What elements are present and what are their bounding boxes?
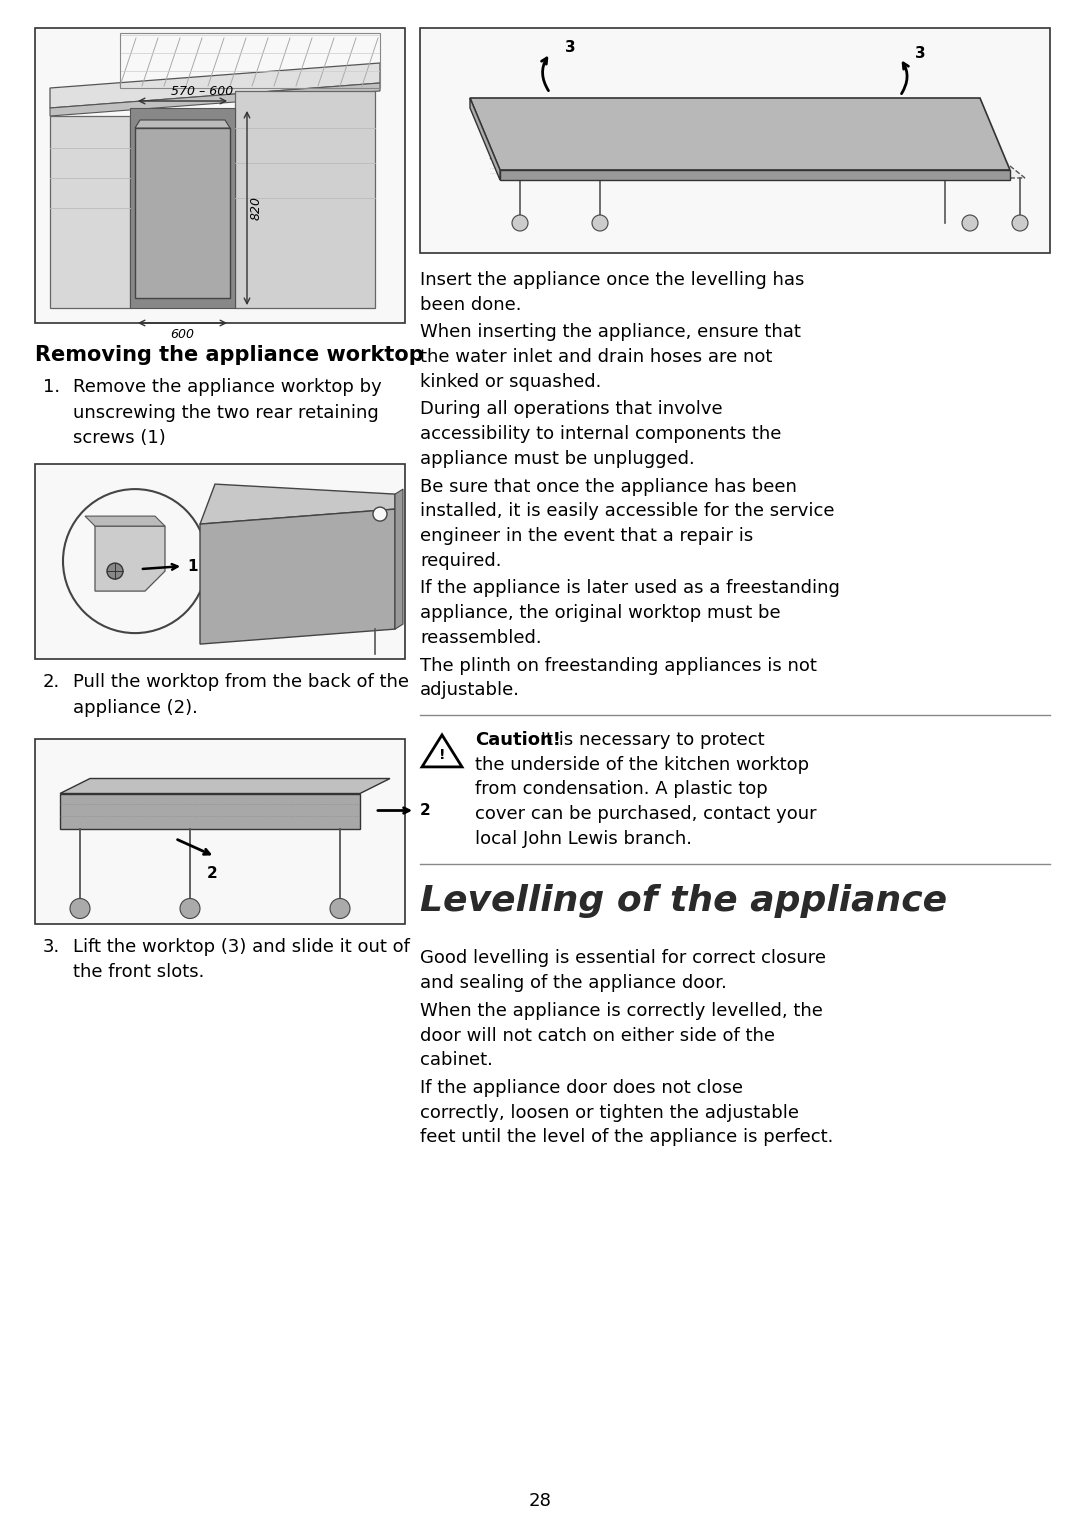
- Text: 28: 28: [528, 1492, 552, 1511]
- Circle shape: [63, 489, 207, 633]
- Text: 3.: 3.: [43, 937, 60, 956]
- Text: cabinet.: cabinet.: [420, 1052, 492, 1069]
- Text: appliance, the original worktop must be: appliance, the original worktop must be: [420, 604, 781, 622]
- Text: 3: 3: [915, 46, 926, 61]
- Circle shape: [512, 216, 528, 231]
- Polygon shape: [95, 526, 165, 592]
- Bar: [130, 109, 235, 307]
- Text: accessibility to internal components the: accessibility to internal components the: [420, 425, 781, 443]
- Text: the water inlet and drain hoses are not: the water inlet and drain hoses are not: [420, 349, 772, 365]
- Polygon shape: [500, 170, 1010, 180]
- Text: If the appliance is later used as a freestanding: If the appliance is later used as a free…: [420, 579, 840, 598]
- Text: 600: 600: [170, 329, 194, 341]
- Circle shape: [180, 899, 200, 919]
- Polygon shape: [135, 119, 230, 128]
- Text: kinked or squashed.: kinked or squashed.: [420, 373, 602, 391]
- Circle shape: [107, 563, 123, 579]
- Circle shape: [330, 899, 350, 919]
- Text: Remove the appliance worktop by
unscrewing the two rear retaining
screws (1): Remove the appliance worktop by unscrewi…: [73, 378, 381, 448]
- Text: 570 – 600: 570 – 600: [171, 86, 233, 98]
- Polygon shape: [60, 778, 390, 794]
- Text: Lift the worktop (3) and slide it out of
the front slots.: Lift the worktop (3) and slide it out of…: [73, 937, 410, 982]
- Text: 820: 820: [249, 196, 264, 220]
- Bar: [60, 794, 360, 829]
- Text: 1: 1: [187, 558, 198, 573]
- Text: correctly, loosen or tighten the adjustable: correctly, loosen or tighten the adjusta…: [420, 1104, 799, 1122]
- Text: from condensation. A plastic top: from condensation. A plastic top: [475, 780, 768, 798]
- Text: During all operations that involve: During all operations that involve: [420, 401, 723, 419]
- Text: been done.: been done.: [420, 295, 522, 313]
- Bar: [35, 465, 405, 659]
- Text: appliance must be unplugged.: appliance must be unplugged.: [420, 450, 694, 468]
- Text: Caution!: Caution!: [475, 731, 561, 749]
- Circle shape: [962, 216, 978, 231]
- Text: door will not catch on either side of the: door will not catch on either side of th…: [420, 1026, 775, 1044]
- Text: Good levelling is essential for correct closure: Good levelling is essential for correct …: [420, 950, 826, 968]
- Text: The plinth on freestanding appliances is not: The plinth on freestanding appliances is…: [420, 656, 816, 674]
- Circle shape: [592, 216, 608, 231]
- Polygon shape: [50, 83, 380, 116]
- Polygon shape: [490, 157, 1025, 177]
- Bar: [120, 34, 380, 89]
- Text: Levelling of the appliance: Levelling of the appliance: [420, 884, 947, 919]
- Text: local John Lewis branch.: local John Lewis branch.: [475, 830, 692, 847]
- Text: 2: 2: [206, 867, 217, 882]
- Bar: [50, 116, 130, 307]
- Bar: [420, 28, 1050, 252]
- Bar: [35, 28, 405, 323]
- Text: required.: required.: [420, 552, 501, 570]
- Text: cover can be purchased, contact your: cover can be purchased, contact your: [475, 804, 816, 823]
- Text: Removing the appliance worktop: Removing the appliance worktop: [35, 346, 423, 365]
- Text: engineer in the event that a repair is: engineer in the event that a repair is: [420, 528, 753, 544]
- Text: !: !: [438, 748, 445, 761]
- Bar: [235, 92, 375, 307]
- Text: Insert the appliance once the levelling has: Insert the appliance once the levelling …: [420, 271, 805, 289]
- Text: and sealing of the appliance door.: and sealing of the appliance door.: [420, 974, 727, 992]
- Bar: [35, 739, 405, 924]
- Bar: [135, 128, 230, 298]
- Circle shape: [70, 899, 90, 919]
- Text: 1.: 1.: [43, 378, 60, 396]
- Text: 2: 2: [420, 803, 431, 818]
- Circle shape: [1012, 216, 1028, 231]
- Text: Pull the worktop from the back of the
appliance (2).: Pull the worktop from the back of the ap…: [73, 673, 409, 717]
- Text: Be sure that once the appliance has been: Be sure that once the appliance has been: [420, 477, 797, 495]
- Polygon shape: [422, 735, 462, 768]
- Text: adjustable.: adjustable.: [420, 682, 519, 699]
- Text: the underside of the kitchen worktop: the underside of the kitchen worktop: [475, 755, 809, 774]
- Text: feet until the level of the appliance is perfect.: feet until the level of the appliance is…: [420, 1128, 834, 1147]
- Polygon shape: [85, 517, 165, 526]
- Circle shape: [373, 508, 387, 521]
- Text: It is necessary to protect: It is necessary to protect: [535, 731, 765, 749]
- Polygon shape: [200, 485, 395, 524]
- Text: 3: 3: [565, 40, 576, 55]
- Text: reassembled.: reassembled.: [420, 628, 542, 647]
- Polygon shape: [395, 489, 403, 628]
- Polygon shape: [200, 509, 395, 644]
- Text: installed, it is easily accessible for the service: installed, it is easily accessible for t…: [420, 503, 835, 520]
- Polygon shape: [470, 98, 1010, 170]
- Text: 2.: 2.: [43, 673, 60, 691]
- Text: When inserting the appliance, ensure that: When inserting the appliance, ensure tha…: [420, 324, 801, 341]
- Polygon shape: [470, 98, 500, 180]
- Text: If the appliance door does not close: If the appliance door does not close: [420, 1079, 743, 1096]
- Polygon shape: [50, 63, 380, 109]
- Text: When the appliance is correctly levelled, the: When the appliance is correctly levelled…: [420, 1001, 823, 1020]
